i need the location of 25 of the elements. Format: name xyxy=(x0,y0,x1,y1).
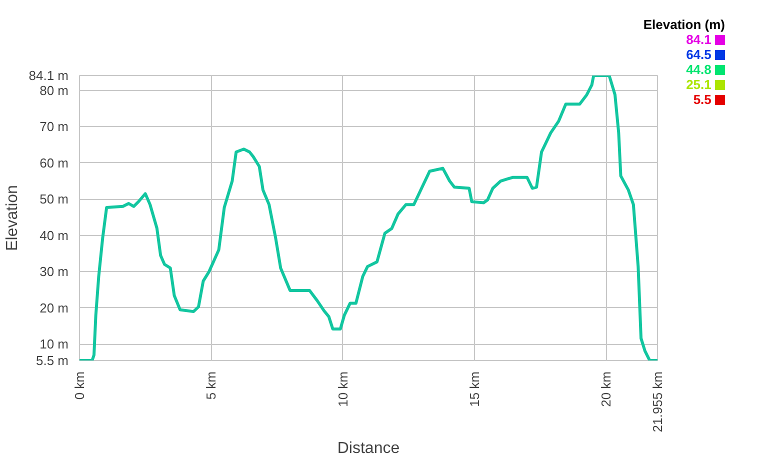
x-tick-label: 10 km xyxy=(335,371,350,407)
y-tick-label: 70 m xyxy=(40,119,69,134)
x-tick-label: 5 km xyxy=(204,372,219,400)
y-tick-label: 50 m xyxy=(40,192,69,207)
x-tick-label: 21.955 km xyxy=(650,372,665,432)
text: 84.1 xyxy=(685,32,712,47)
text: 25.1 xyxy=(685,77,712,92)
x-axis-title: Distance xyxy=(337,440,400,458)
legend-title: Elevation (m) xyxy=(642,17,725,32)
y-tick-label: 60 m xyxy=(40,155,69,170)
text: 64.5 xyxy=(685,47,712,62)
text: 5.5 xyxy=(692,92,712,107)
y-tick-label: 40 m xyxy=(40,228,69,243)
x-tick-label: 20 km xyxy=(598,371,614,407)
y-tick-label: 20 m xyxy=(40,300,69,316)
x-tick-label: 15 km xyxy=(466,371,482,407)
y-tick-label: 10 m xyxy=(40,336,69,352)
y-axis-title: Elevation xyxy=(4,185,21,251)
y-tick-label: 84.1 m xyxy=(28,68,69,83)
x-tick-label: 0 km xyxy=(72,372,87,400)
text: 44.8 xyxy=(685,62,712,77)
y-tick-label: 5.5 m xyxy=(36,353,69,368)
y-tick-label: 80 m xyxy=(40,82,69,98)
y-tick-label: 30 m xyxy=(40,264,69,280)
line-series xyxy=(80,76,658,360)
